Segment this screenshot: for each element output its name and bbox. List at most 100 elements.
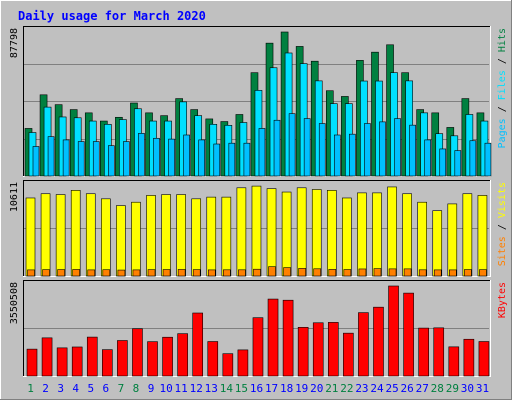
bar-kbytes-day-11 [177,333,188,377]
bar-pages-day-29 [454,150,462,177]
x-tick-label-day-14: 14 [220,382,234,395]
bar-kbytes-day-31 [478,341,490,377]
bar-kbytes-day-12 [192,312,204,377]
bar-sites-day-16 [253,268,261,277]
bar-pages-day-27 [424,139,431,177]
chart-title: Daily usage for March 2020 [18,9,206,23]
legend-visits-sites: Sites / Visits [497,182,508,266]
bar-visits-day-23 [357,192,367,277]
panel-layer: 87798 Pages / Files / Hits 10611 Sites / Vi… [9,26,508,377]
bar-visits-day-21 [326,190,337,277]
x-tick-label-day-3: 3 [57,382,64,395]
x-tick-label-day-26: 26 [401,382,414,395]
bar-kbytes-day-13 [207,341,219,377]
bar-visits-day-26 [402,193,412,277]
x-tick-label-day-18: 18 [280,382,293,395]
panel-hits-files-pages: 87798 Pages / Files / Hits [9,26,508,177]
bar-visits-day-7 [116,205,126,277]
legend-part-2: Files [497,70,508,100]
x-tick-label-day-25: 25 [385,382,398,395]
bar-kbytes-day-2 [41,337,53,377]
legend-part-1: / [497,100,508,118]
bar-visits-day-25 [387,186,397,277]
bar-kbytes-day-14 [222,353,234,377]
legend-part-3: / [497,52,508,70]
bar-sites-day-1 [27,269,35,277]
legend-part-4: Hits [497,28,508,52]
bar-visits-day-30 [462,193,473,277]
x-tick-label-day-24: 24 [370,382,384,395]
bar-sites-day-13 [207,269,216,277]
bar-kbytes-day-1 [26,348,38,377]
x-axis-labels: 1 2 3 4 5 6 7 8 9 10 11 12 13 14 15 16 17 18 19 20 21 22 23 24 2… [27,382,489,395]
bar-kbytes-day-29 [448,346,460,377]
bar-sites-day-3 [57,269,65,277]
bar-sites-day-11 [177,269,186,277]
bar-sites-day-26 [403,268,412,277]
bar-sites-day-30 [464,269,472,277]
bar-pages-day-30 [469,140,477,177]
bar-kbytes-day-21 [327,322,339,377]
bar-sites-day-27 [418,269,427,277]
bar-visits-day-1 [25,197,36,277]
bar-visits-day-18 [281,191,292,277]
x-tick-label-day-13: 13 [205,382,218,395]
bar-visits-day-20 [311,189,322,277]
y-max-label: 87798 [9,28,20,58]
bar-kbytes-day-9 [147,341,158,377]
bar-sites-day-4 [72,269,80,277]
x-tick-label-day-4: 4 [72,382,79,395]
legend-part-0: KBytes [497,282,508,318]
bar-kbytes-day-7 [117,340,128,377]
bar-sites-day-28 [433,269,442,277]
bar-sites-day-31 [479,269,487,277]
bar-sites-day-23 [358,268,367,277]
x-tick-label-day-5: 5 [87,382,94,395]
bar-visits-day-8 [131,201,141,277]
legend-part-2: Visits [497,182,508,218]
legend-hits-files-pages: Pages / Files / Hits [497,28,508,148]
bar-sites-day-9 [147,269,156,277]
bar-kbytes-day-4 [71,346,83,377]
bar-sites-day-22 [343,269,352,277]
bar-sites-day-29 [449,269,457,277]
bar-sites-day-2 [42,269,50,277]
bar-pages-day-24 [379,121,386,177]
bar-pages-day-18 [288,113,296,177]
x-tick-label-day-31: 31 [476,382,489,395]
bar-pages-day-19 [303,118,311,177]
x-tick-label-day-29: 29 [446,382,459,395]
bar-visits-day-22 [342,197,352,277]
bar-visits-day-27 [417,201,427,277]
x-tick-label-day-16: 16 [250,382,263,395]
bar-sites-day-20 [313,268,322,277]
x-tick-label-day-15: 15 [235,382,248,395]
bar-pages-day-9 [153,137,160,177]
bar-sites-day-8 [132,269,141,277]
bar-kbytes-day-16 [252,317,264,377]
bar-visits-day-11 [176,194,186,277]
x-tick-label-day-9: 9 [148,382,155,395]
x-tick-label-day-28: 28 [431,382,444,395]
bar-pages-day-21 [333,134,341,177]
bar-kbytes-day-5 [86,336,98,377]
bar-visits-day-5 [85,193,96,277]
bar-pages-day-26 [409,124,416,177]
x-tick-label-day-1: 1 [27,382,34,395]
bar-visits-day-19 [296,187,307,277]
legend-part-0: Sites [497,236,508,266]
bar-visits-day-10 [161,194,171,277]
bar-visits-day-16 [251,185,262,277]
x-tick-label-day-6: 6 [103,382,110,395]
bar-pages-day-22 [349,133,356,177]
bar-kbytes-day-8 [132,328,143,377]
legend-part-0: Pages [497,118,508,148]
bar-pages-day-3 [62,139,70,177]
bar-visits-day-13 [206,196,217,277]
bar-sites-day-7 [117,269,126,277]
bar-sites-day-18 [283,267,291,277]
x-tick-label-day-22: 22 [340,382,353,395]
bar-pages-day-14 [228,142,236,177]
bar-sites-day-6 [102,269,111,277]
bar-visits-day-29 [447,203,458,277]
